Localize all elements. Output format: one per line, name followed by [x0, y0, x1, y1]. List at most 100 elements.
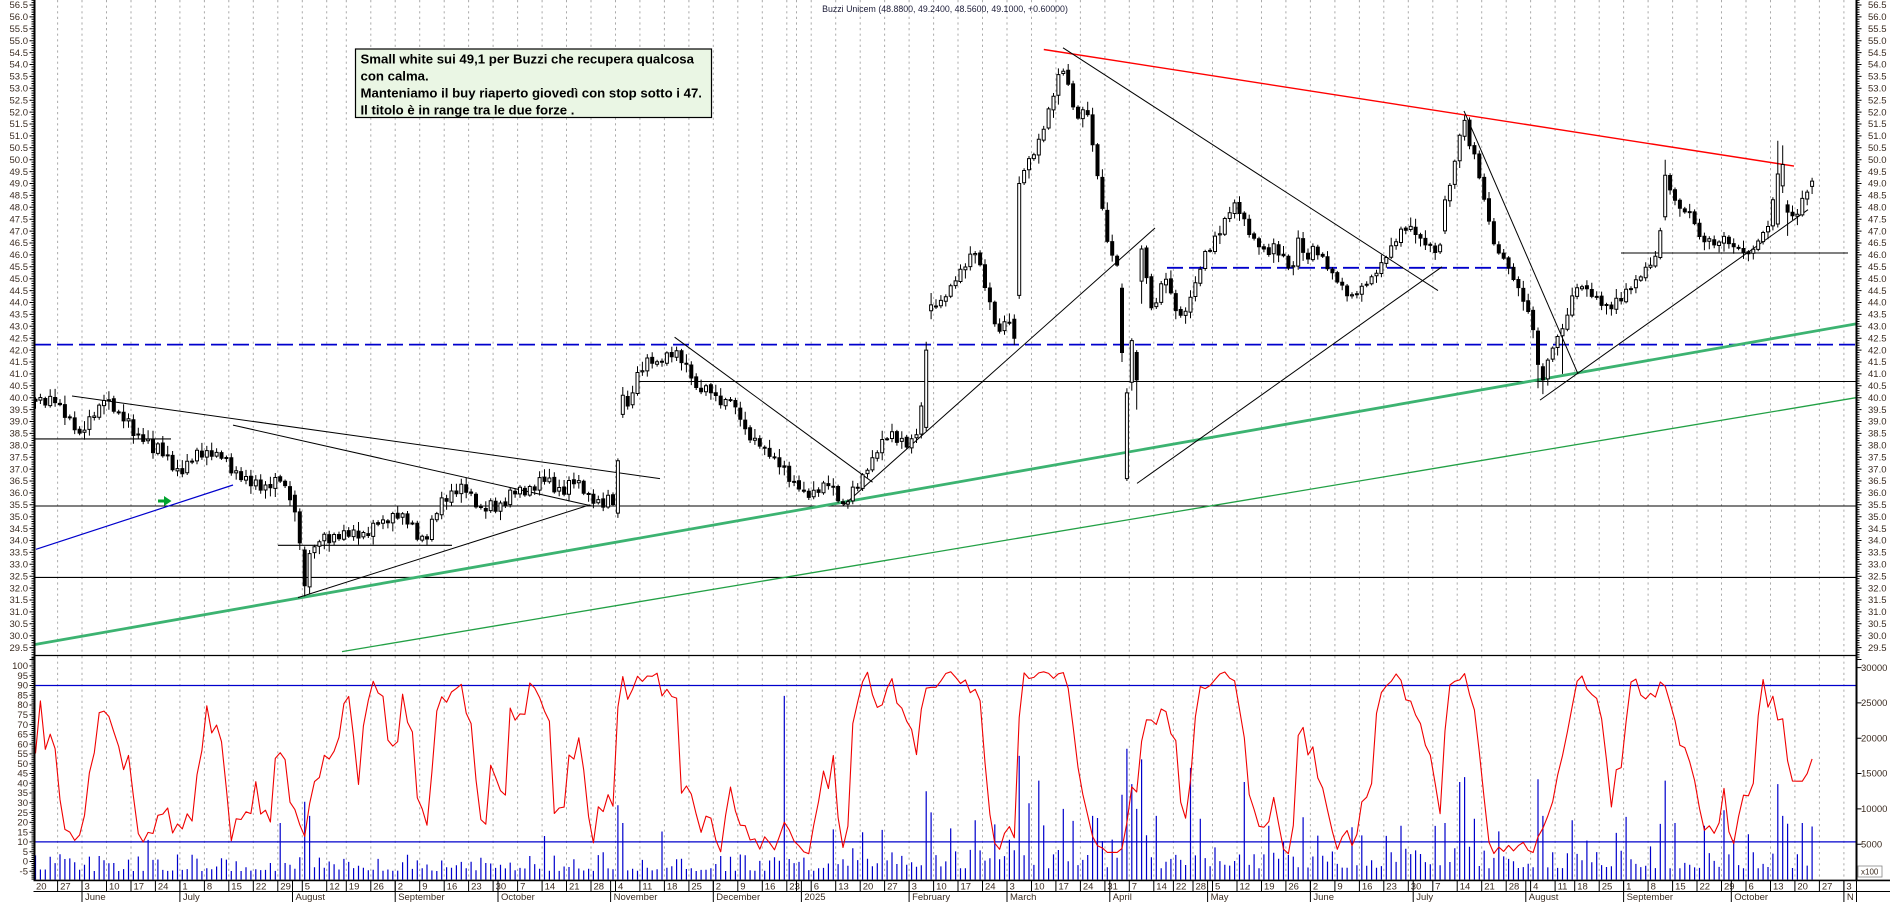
svg-text:March: March	[1010, 892, 1036, 902]
svg-text:22: 22	[256, 881, 267, 892]
svg-text:31.0: 31.0	[1868, 607, 1887, 618]
svg-text:1: 1	[1626, 881, 1631, 892]
svg-text:0: 0	[23, 857, 28, 868]
svg-text:6: 6	[814, 881, 819, 892]
svg-text:11: 11	[1558, 881, 1568, 892]
svg-text:51.5: 51.5	[10, 119, 29, 130]
svg-text:43.0: 43.0	[1868, 322, 1887, 333]
svg-text:November: November	[614, 892, 658, 902]
svg-text:35.5: 35.5	[10, 500, 29, 511]
svg-text:20: 20	[17, 818, 28, 829]
svg-text:5: 5	[23, 847, 28, 858]
svg-text:22: 22	[1700, 881, 1711, 892]
svg-text:4: 4	[618, 881, 623, 892]
svg-text:47.0: 47.0	[10, 226, 29, 237]
svg-text:34.0: 34.0	[1868, 536, 1887, 547]
svg-text:44.0: 44.0	[1868, 298, 1887, 309]
svg-text:30: 30	[496, 881, 507, 892]
svg-text:12: 12	[1240, 881, 1251, 892]
svg-text:17: 17	[134, 881, 145, 892]
svg-text:31.5: 31.5	[10, 595, 29, 606]
svg-text:29.5: 29.5	[10, 643, 29, 654]
svg-text:40.0: 40.0	[10, 393, 29, 404]
svg-text:54.0: 54.0	[10, 60, 29, 71]
svg-text:24: 24	[1083, 881, 1094, 892]
svg-text:29.5: 29.5	[1868, 643, 1887, 654]
svg-text:-5: -5	[20, 867, 28, 878]
svg-text:75: 75	[17, 710, 28, 721]
svg-text:33.0: 33.0	[10, 560, 29, 571]
svg-text:30: 30	[1411, 881, 1422, 892]
svg-text:9: 9	[740, 881, 745, 892]
svg-text:60: 60	[17, 739, 28, 750]
svg-text:7: 7	[520, 881, 525, 892]
svg-text:N: N	[1847, 892, 1854, 902]
svg-text:July: July	[183, 892, 200, 902]
svg-text:37.0: 37.0	[10, 464, 29, 475]
svg-text:38.0: 38.0	[10, 441, 29, 452]
svg-text:52.5: 52.5	[1868, 95, 1887, 106]
svg-text:56.0: 56.0	[10, 12, 29, 23]
svg-text:43.0: 43.0	[10, 322, 29, 333]
svg-text:80: 80	[17, 700, 28, 711]
svg-text:50.5: 50.5	[10, 143, 29, 154]
svg-text:49.5: 49.5	[10, 167, 29, 178]
svg-text:23: 23	[1386, 881, 1397, 892]
svg-text:41.5: 41.5	[10, 357, 29, 368]
svg-text:20000: 20000	[1861, 733, 1887, 744]
svg-text:52.5: 52.5	[10, 95, 29, 106]
svg-text:43.5: 43.5	[1868, 310, 1887, 321]
svg-text:29: 29	[280, 881, 291, 892]
svg-text:19: 19	[1264, 881, 1275, 892]
svg-text:26: 26	[373, 881, 384, 892]
svg-text:7: 7	[1435, 881, 1440, 892]
svg-text:47.5: 47.5	[10, 214, 29, 225]
svg-text:40.0: 40.0	[1868, 393, 1887, 404]
svg-text:53.0: 53.0	[10, 84, 29, 95]
svg-text:13: 13	[1773, 881, 1784, 892]
svg-text:46.0: 46.0	[1868, 250, 1887, 261]
svg-text:36.5: 36.5	[1868, 476, 1887, 487]
svg-text:6: 6	[1749, 881, 1754, 892]
svg-text:55: 55	[17, 749, 28, 760]
svg-text:2: 2	[1313, 881, 1318, 892]
svg-text:August: August	[1529, 892, 1559, 902]
svg-text:27: 27	[60, 881, 71, 892]
svg-text:53.5: 53.5	[10, 72, 29, 83]
svg-text:23: 23	[471, 881, 482, 892]
svg-text:September: September	[398, 892, 444, 902]
svg-text:34.5: 34.5	[10, 524, 29, 535]
svg-text:32.0: 32.0	[1868, 583, 1887, 594]
svg-text:Manteniamo il buy riaperto gio: Manteniamo il buy riaperto giovedì con s…	[361, 86, 702, 101]
svg-text:48.5: 48.5	[1868, 191, 1887, 202]
svg-text:55.0: 55.0	[1868, 36, 1887, 47]
svg-text:45.5: 45.5	[10, 262, 29, 273]
svg-text:52.0: 52.0	[1868, 107, 1887, 118]
svg-text:48.0: 48.0	[10, 203, 29, 214]
svg-text:7: 7	[1132, 881, 1137, 892]
svg-text:25000: 25000	[1861, 698, 1887, 709]
svg-text:39.5: 39.5	[1868, 405, 1887, 416]
svg-text:con calma.: con calma.	[361, 69, 429, 84]
svg-text:36.0: 36.0	[1868, 488, 1887, 499]
svg-text:3: 3	[1846, 881, 1851, 892]
svg-text:35.5: 35.5	[1868, 500, 1887, 511]
svg-text:20: 20	[1797, 881, 1808, 892]
svg-text:34.0: 34.0	[10, 536, 29, 547]
svg-text:14: 14	[545, 881, 556, 892]
svg-text:5000: 5000	[1861, 839, 1882, 850]
svg-text:33.5: 33.5	[10, 548, 29, 559]
svg-text:28: 28	[1509, 881, 1520, 892]
svg-text:95: 95	[17, 671, 28, 682]
svg-text:51.0: 51.0	[1868, 131, 1887, 142]
svg-text:October: October	[501, 892, 535, 902]
svg-text:42.5: 42.5	[1868, 333, 1887, 344]
svg-text:9: 9	[1337, 881, 1342, 892]
svg-text:16: 16	[765, 881, 776, 892]
svg-text:2025: 2025	[804, 892, 825, 902]
svg-text:50.0: 50.0	[10, 155, 29, 166]
svg-text:September: September	[1627, 892, 1673, 902]
svg-text:33.0: 33.0	[1868, 560, 1887, 571]
svg-text:100: 100	[12, 661, 28, 672]
svg-text:31.0: 31.0	[10, 607, 29, 618]
